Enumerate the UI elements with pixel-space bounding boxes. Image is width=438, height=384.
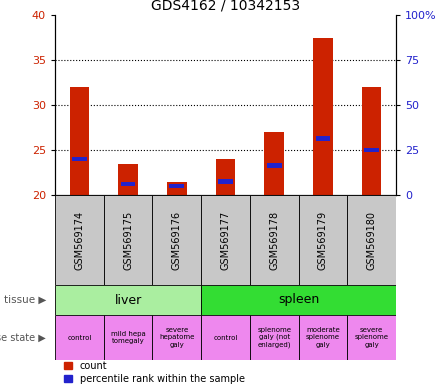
Bar <box>216 159 235 195</box>
Text: control: control <box>213 334 238 341</box>
Text: control: control <box>67 334 92 341</box>
Bar <box>364 148 379 152</box>
Bar <box>55 195 104 285</box>
Bar <box>267 163 282 167</box>
Bar <box>201 285 396 315</box>
Text: liver: liver <box>114 293 142 306</box>
Bar <box>250 315 299 360</box>
Text: GSM569176: GSM569176 <box>172 210 182 270</box>
Bar <box>167 182 187 195</box>
Bar <box>313 38 333 195</box>
Text: GSM569174: GSM569174 <box>74 210 85 270</box>
Text: GSM569179: GSM569179 <box>318 210 328 270</box>
Bar <box>299 195 347 285</box>
Bar <box>250 195 299 285</box>
Bar <box>55 315 104 360</box>
Text: disease state ▶: disease state ▶ <box>0 333 46 343</box>
Text: spleen: spleen <box>278 293 319 306</box>
Text: GSM569180: GSM569180 <box>367 210 377 270</box>
Bar <box>362 87 381 195</box>
Bar <box>299 315 347 360</box>
Text: mild hepa
tomegaly: mild hepa tomegaly <box>111 331 145 344</box>
Title: GDS4162 / 10342153: GDS4162 / 10342153 <box>151 0 300 12</box>
Text: GSM569175: GSM569175 <box>123 210 133 270</box>
Bar <box>152 195 201 285</box>
Bar <box>104 315 152 360</box>
Bar <box>201 315 250 360</box>
Bar <box>316 136 330 141</box>
Bar <box>70 87 89 195</box>
Bar <box>201 195 250 285</box>
Bar <box>121 182 135 187</box>
Bar <box>72 157 87 161</box>
Text: moderate
splenome
galy: moderate splenome galy <box>306 328 340 348</box>
Bar <box>347 315 396 360</box>
Text: tissue ▶: tissue ▶ <box>4 295 46 305</box>
Bar <box>170 184 184 188</box>
Text: severe
splenome
galy: severe splenome galy <box>355 328 389 348</box>
Text: splenome
galy (not
enlarged): splenome galy (not enlarged) <box>257 327 291 348</box>
Bar <box>347 195 396 285</box>
Bar <box>152 315 201 360</box>
Bar <box>218 179 233 184</box>
Text: severe
hepatome
galy: severe hepatome galy <box>159 328 194 348</box>
Bar <box>104 195 152 285</box>
Bar <box>118 164 138 195</box>
Bar <box>55 285 201 315</box>
Bar <box>265 132 284 195</box>
Legend: count, percentile rank within the sample: count, percentile rank within the sample <box>64 361 245 384</box>
Text: GSM569178: GSM569178 <box>269 210 279 270</box>
Text: GSM569177: GSM569177 <box>220 210 230 270</box>
